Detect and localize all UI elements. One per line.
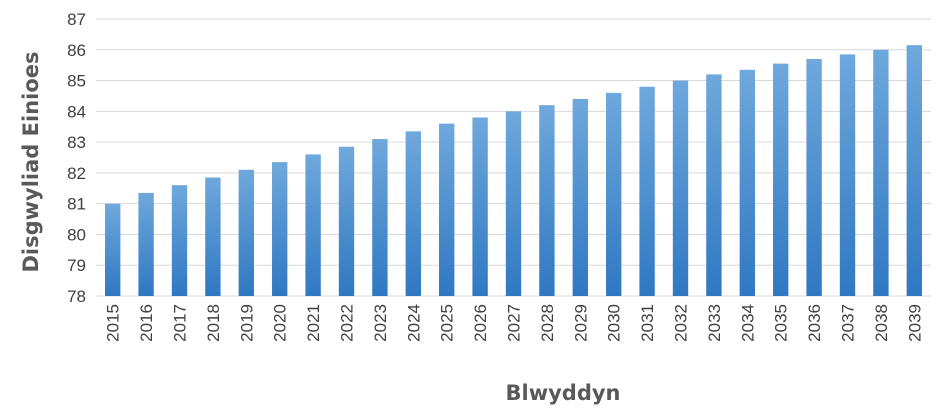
bar-2027 — [505, 111, 522, 296]
bar-2024 — [405, 131, 421, 296]
y-tick-label: 83 — [67, 133, 86, 152]
x-tick-label: 2019 — [237, 304, 256, 342]
y-tick-label: 79 — [67, 256, 86, 275]
bars — [105, 45, 922, 297]
x-tick-label: 2026 — [471, 304, 490, 342]
bar-2033 — [706, 74, 722, 297]
y-tick-label: 84 — [67, 102, 86, 121]
bar-2023 — [372, 139, 388, 296]
x-tick-label: 2035 — [772, 304, 791, 342]
x-tick-label: 2016 — [137, 304, 156, 342]
x-tick-label: 2028 — [538, 304, 557, 342]
y-tick-label: 82 — [67, 164, 86, 183]
x-tick-label: 2030 — [605, 304, 624, 342]
x-tick-label: 2036 — [805, 304, 824, 342]
bar-2039 — [906, 45, 922, 297]
y-tick-label: 87 — [67, 10, 86, 29]
x-tick-label: 2024 — [404, 304, 423, 342]
x-tick-label: 2027 — [505, 304, 524, 342]
y-tick-label: 85 — [67, 72, 86, 91]
y-tick-labels: 78 79 80 81 82 83 84 85 86 87 — [67, 10, 86, 306]
bar-2016 — [138, 192, 154, 296]
x-tick-label: 2034 — [738, 304, 757, 342]
x-tick-label: 2038 — [872, 304, 891, 342]
y-tick-label: 81 — [67, 195, 86, 214]
bar-2020 — [272, 162, 288, 296]
y-tick-label: 86 — [67, 41, 86, 60]
x-tick-label: 2023 — [371, 304, 390, 342]
x-tick-labels: 2015 2016 2017 2018 2019 2020 2021 2022 2023 2024… — [104, 304, 925, 342]
bar-2034 — [739, 69, 755, 297]
x-tick-label: 2031 — [638, 304, 657, 342]
x-tick-label: 2032 — [672, 304, 691, 342]
x-tick-label: 2029 — [571, 304, 590, 342]
bar-2031 — [639, 86, 655, 296]
bar-2025 — [439, 123, 455, 297]
bar-2022 — [338, 146, 355, 296]
y-tick-label: 78 — [67, 287, 86, 306]
bar-2028 — [539, 105, 555, 296]
x-axis-title: Blwyddyn — [506, 381, 621, 405]
x-tick-label: 2039 — [905, 304, 924, 342]
bar-2038 — [873, 49, 889, 297]
x-tick-label: 2022 — [338, 304, 357, 342]
bar-2029 — [572, 99, 588, 297]
bar-2021 — [305, 154, 321, 296]
bar-2030 — [606, 92, 622, 296]
bar-2037 — [839, 54, 856, 297]
bar-2017 — [171, 185, 188, 296]
x-tick-label: 2021 — [304, 304, 323, 342]
bar-2026 — [472, 117, 488, 296]
x-tick-label: 2033 — [705, 304, 724, 342]
bar-2018 — [205, 177, 221, 296]
x-tick-label: 2017 — [171, 304, 190, 342]
bar-2036 — [806, 59, 822, 297]
x-tick-label: 2037 — [839, 304, 858, 342]
x-tick-label: 2018 — [204, 304, 223, 342]
y-axis-title: Disgwyliad Einioes — [19, 51, 43, 272]
x-tick-label: 2015 — [104, 304, 123, 342]
bar-2019 — [238, 169, 254, 296]
bar-2032 — [672, 80, 689, 296]
bar-2015 — [105, 203, 121, 296]
x-tick-label: 2020 — [271, 304, 290, 342]
x-tick-label: 2025 — [438, 304, 457, 342]
y-tick-label: 80 — [67, 225, 86, 244]
bar-2035 — [773, 63, 789, 296]
